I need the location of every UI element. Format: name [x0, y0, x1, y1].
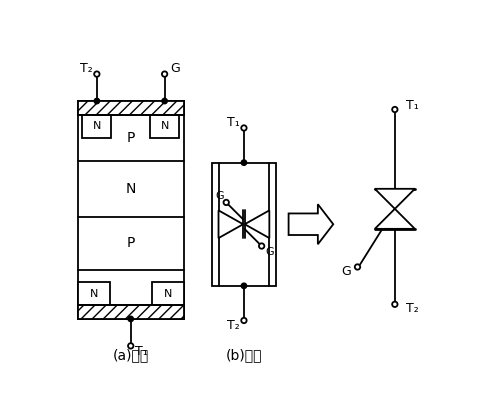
Polygon shape	[218, 211, 243, 238]
Bar	[78, 282, 110, 305]
Text: N: N	[90, 288, 98, 299]
Circle shape	[94, 71, 100, 77]
Bar	[150, 115, 180, 138]
Text: G: G	[216, 191, 224, 201]
Bar	[82, 115, 112, 138]
Text: (a)结构: (a)结构	[112, 348, 149, 362]
Bar	[212, 163, 276, 286]
Text: N: N	[160, 122, 169, 131]
Text: G: G	[265, 247, 274, 257]
Circle shape	[162, 98, 168, 104]
Polygon shape	[244, 211, 270, 238]
Circle shape	[392, 302, 398, 307]
Circle shape	[94, 98, 100, 104]
Text: (b)电路: (b)电路	[226, 348, 262, 362]
Text: T₁: T₁	[135, 345, 148, 358]
Circle shape	[128, 343, 134, 349]
Circle shape	[128, 316, 134, 322]
Text: G: G	[342, 265, 351, 279]
Bar	[78, 305, 184, 319]
Bar	[152, 282, 184, 305]
Circle shape	[224, 200, 229, 205]
Text: T₂: T₂	[227, 319, 239, 332]
Text: T₁: T₁	[406, 99, 418, 112]
Circle shape	[241, 283, 246, 288]
Text: T₁: T₁	[227, 116, 239, 129]
Text: G: G	[170, 62, 180, 75]
Text: N: N	[126, 182, 136, 196]
Text: N: N	[92, 122, 101, 131]
Text: P: P	[126, 131, 135, 145]
Circle shape	[259, 243, 264, 249]
Circle shape	[241, 125, 246, 131]
Polygon shape	[288, 204, 333, 244]
Circle shape	[241, 318, 246, 323]
Circle shape	[392, 107, 398, 112]
Polygon shape	[375, 209, 415, 229]
Circle shape	[241, 160, 246, 165]
Polygon shape	[375, 189, 415, 209]
Text: P: P	[126, 236, 135, 250]
Text: N: N	[164, 288, 172, 299]
Text: T₂: T₂	[80, 62, 92, 75]
Text: T₂: T₂	[406, 302, 418, 315]
Bar	[78, 101, 184, 319]
Circle shape	[355, 264, 360, 270]
Bar	[78, 101, 184, 115]
Circle shape	[162, 71, 168, 77]
